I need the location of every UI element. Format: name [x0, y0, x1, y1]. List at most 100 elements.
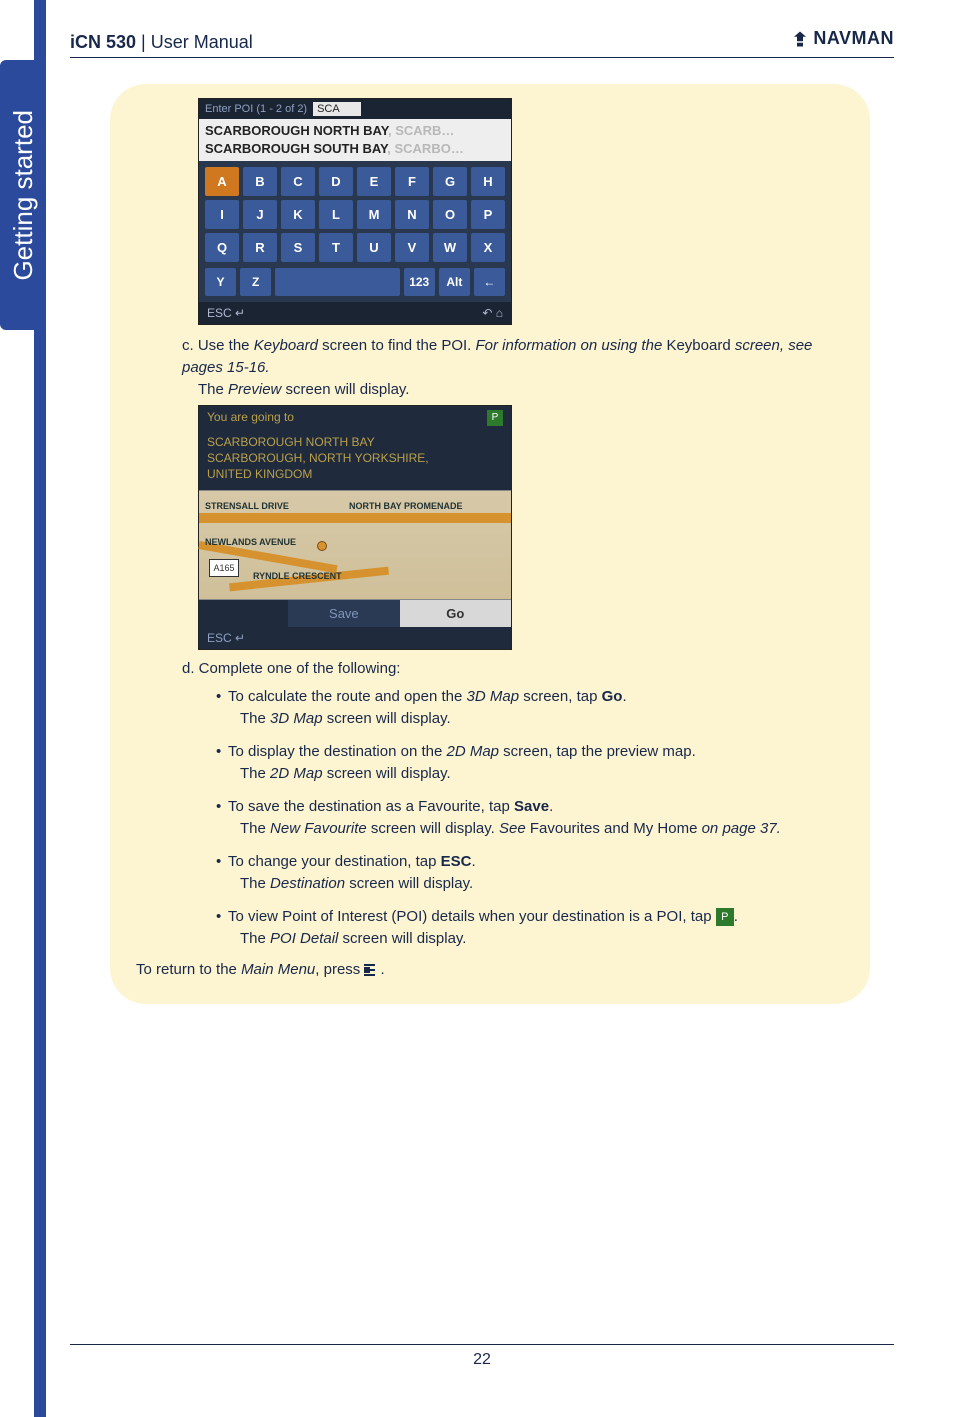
kb-footer-left[interactable]: ESC ↵ [207, 306, 245, 320]
kb-input[interactable]: SCA [313, 102, 361, 116]
kb-key-b[interactable]: B [243, 167, 277, 196]
kb-bottom-key-4[interactable]: Alt [439, 268, 470, 296]
bullet-2: To save the destination as a Favourite, … [216, 796, 844, 841]
preview-buttons: Save Go [199, 600, 511, 627]
kb-suggestions[interactable]: SCARBOROUGH NORTH BAY, SCARB… SCARBOROUG… [199, 119, 511, 161]
preview-footer[interactable]: ESC ↵ [199, 627, 511, 649]
return-line: To return to the Main Menu, press . [136, 961, 844, 978]
kb-sugg2-b: , SCARBO… [387, 141, 464, 156]
kb-key-k[interactable]: K [281, 200, 315, 229]
step-c-l2i: Preview [228, 381, 281, 398]
kb-key-e[interactable]: E [357, 167, 391, 196]
kb-sugg1-a: SCARBOROUGH NORTH BAY [205, 123, 388, 138]
kb-key-a[interactable]: A [205, 167, 239, 196]
preview-addr3: UNITED KINGDOM [207, 466, 503, 482]
kb-key-l[interactable]: L [319, 200, 353, 229]
kb-sugg1-b: , SCARB… [388, 123, 454, 138]
bullet-0: To calculate the route and open the 3D M… [216, 686, 844, 731]
map-label-3: NEWLANDS AVENUE [205, 537, 296, 547]
bullet-4: To view Point of Interest (POI) details … [216, 906, 844, 951]
kb-suggestion-2[interactable]: SCARBOROUGH SOUTH BAY, SCARBO… [205, 140, 505, 158]
page-header: iCN 530 | User Manual NAVMAN [70, 28, 894, 58]
kb-footer: ESC ↵ ↶ ⌂ [199, 302, 511, 324]
return-i: Main Menu [241, 961, 315, 978]
bullet-dot-icon [216, 741, 228, 786]
bullet-dot-icon [216, 851, 228, 896]
bullet-sub-2: The New Favourite screen will display. S… [228, 818, 844, 841]
page-footer: 22 [70, 1344, 894, 1369]
kb-grid: ABCDEFGH IJKLMNOP QRSTUVWX [199, 161, 511, 268]
preview-spacer [199, 600, 288, 627]
kb-topline: Enter POI (1 - 2 of 2) SCA [199, 99, 511, 119]
navman-icon [791, 30, 809, 48]
kb-bottom-key-5[interactable]: ← [474, 268, 505, 296]
kb-key-q[interactable]: Q [205, 233, 239, 262]
kb-key-j[interactable]: J [243, 200, 277, 229]
kb-bottom-key-1[interactable]: Z [240, 268, 271, 296]
kb-screen: Enter POI (1 - 2 of 2) SCA SCARBOROUGH N… [198, 98, 512, 325]
preview-top: You are going to P [199, 406, 511, 430]
map-road-h1 [199, 513, 511, 523]
return-b: , press [315, 961, 364, 978]
preview-screenshot: You are going to P SCARBOROUGH NORTH BAY… [198, 405, 512, 651]
header-rest: User Manual [151, 32, 253, 52]
step-d: d. Complete one of the following: [182, 658, 844, 680]
map-shield: A165 [209, 559, 239, 577]
step-c-info-i: For information on using the [476, 337, 667, 354]
step-c-kbd: Keyboard [254, 337, 318, 354]
kb-key-v[interactable]: V [395, 233, 429, 262]
map-pin-icon [317, 541, 327, 551]
side-tab-label: Getting started [8, 110, 39, 281]
kb-key-n[interactable]: N [395, 200, 429, 229]
kb-key-i[interactable]: I [205, 200, 239, 229]
bullet-text-1: To display the destination on the 2D Map… [228, 741, 844, 764]
kb-key-d[interactable]: D [319, 167, 353, 196]
kb-bottom-key-3[interactable]: 123 [404, 268, 435, 296]
brand-logo: NAVMAN [791, 28, 894, 49]
bullet-text-0: To calculate the route and open the 3D M… [228, 686, 844, 709]
poi-icon[interactable]: P [487, 410, 503, 426]
step-d-bullets: To calculate the route and open the 3D M… [216, 686, 844, 951]
kb-bottom-key-0[interactable]: Y [205, 268, 236, 296]
kb-key-r[interactable]: R [243, 233, 277, 262]
preview-map[interactable]: STRENSALL DRIVE NORTH BAY PROMENADE NEWL… [199, 490, 511, 600]
page: Getting started iCN 530 | User Manual NA… [0, 0, 954, 1417]
bullet-dot-icon [216, 906, 228, 951]
header-title: iCN 530 | User Manual [70, 32, 253, 53]
step-c-mid: screen to find the POI. [318, 337, 476, 354]
kb-key-s[interactable]: S [281, 233, 315, 262]
preview-addr2: SCARBOROUGH, NORTH YORKSHIRE, [207, 450, 503, 466]
step-c-l2a: The [198, 381, 228, 398]
kb-suggestion-1[interactable]: SCARBOROUGH NORTH BAY, SCARB… [205, 122, 505, 140]
step-c: c. Use the Keyboard screen to find the P… [182, 335, 844, 400]
kb-key-c[interactable]: C [281, 167, 315, 196]
page-number: 22 [473, 1351, 491, 1368]
bullet-dot-icon [216, 686, 228, 731]
kb-key-u[interactable]: U [357, 233, 391, 262]
return-tail: . [380, 961, 384, 978]
kb-key-f[interactable]: F [395, 167, 429, 196]
bullet-dot-icon [216, 796, 228, 841]
kb-key-o[interactable]: O [433, 200, 467, 229]
side-tab: Getting started [0, 60, 46, 330]
kb-bottom-key-2[interactable] [275, 268, 399, 296]
keyboard-screenshot: Enter POI (1 - 2 of 2) SCA SCARBOROUGH N… [198, 98, 844, 325]
kb-key-x[interactable]: X [471, 233, 505, 262]
kb-key-w[interactable]: W [433, 233, 467, 262]
kb-key-t[interactable]: T [319, 233, 353, 262]
kb-key-h[interactable]: H [471, 167, 505, 196]
bullet-text-4: To view Point of Interest (POI) details … [228, 906, 844, 929]
preview-save-button[interactable]: Save [288, 600, 399, 627]
map-label-2: NORTH BAY PROMENADE [349, 501, 463, 511]
kb-key-g[interactable]: G [433, 167, 467, 196]
kb-key-m[interactable]: M [357, 200, 391, 229]
bullet-text-2: To save the destination as a Favourite, … [228, 796, 844, 819]
preview-go-button[interactable]: Go [400, 600, 511, 627]
bullet-sub-4: The POI Detail screen will display. [228, 928, 844, 951]
kb-topline-text: Enter POI (1 - 2 of 2) [205, 103, 307, 115]
kb-key-p[interactable]: P [471, 200, 505, 229]
product-name: iCN 530 [70, 32, 136, 52]
preview-address: SCARBOROUGH NORTH BAY SCARBOROUGH, NORTH… [199, 430, 511, 491]
bullet-sub-0: The 3D Map screen will display. [228, 708, 844, 731]
kb-footer-right[interactable]: ↶ ⌂ [482, 306, 503, 320]
